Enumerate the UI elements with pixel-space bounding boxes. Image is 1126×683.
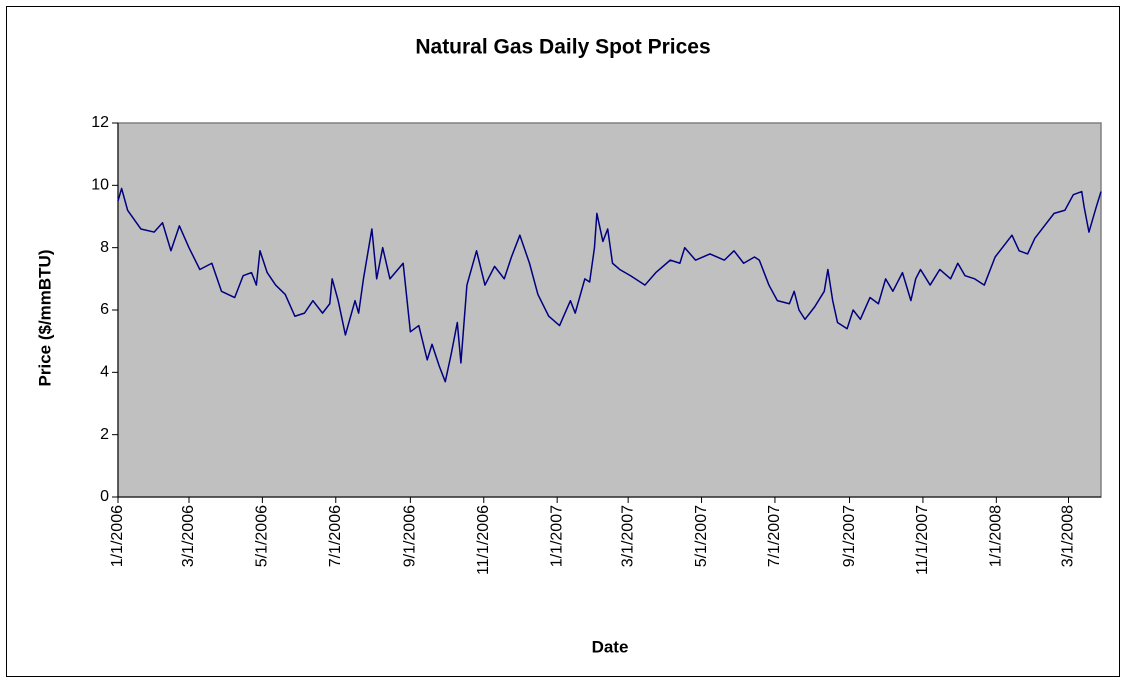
x-tick-label: 1/1/2008 — [988, 505, 1005, 567]
y-tick-label: 10 — [91, 177, 109, 194]
x-tick-label: 7/1/2007 — [766, 505, 783, 567]
y-tick-label: 0 — [100, 488, 109, 505]
x-tick-label: 7/1/2006 — [327, 505, 344, 567]
x-tick-label: 3/1/2008 — [1060, 505, 1077, 567]
y-tick-label: 6 — [100, 301, 109, 318]
x-tick-label: 1/1/2007 — [548, 505, 565, 567]
x-axis-label: Date — [592, 637, 629, 656]
y-axis-label: Price ($/mmBTU) — [35, 250, 54, 387]
plot-area — [117, 122, 1102, 498]
x-tick-label: 5/1/2006 — [254, 505, 271, 567]
x-tick-label: 11/1/2006 — [475, 505, 492, 575]
y-tick-label: 4 — [100, 364, 109, 381]
y-tick-label: 2 — [100, 426, 109, 443]
x-tick-label: 5/1/2007 — [693, 505, 710, 567]
x-tick-label: 3/1/2006 — [180, 505, 197, 567]
x-tick-label: 9/1/2006 — [402, 505, 419, 567]
x-tick-label: 9/1/2007 — [841, 505, 858, 567]
x-tick-label: 11/1/2007 — [914, 505, 931, 575]
y-tick-label: 12 — [91, 114, 109, 131]
price-line — [117, 187, 1102, 383]
x-tick-label: 1/1/2006 — [109, 505, 126, 567]
y-tick-label: 8 — [100, 239, 109, 256]
x-tick-label: 3/1/2007 — [619, 505, 636, 567]
chart-title: Natural Gas Daily Spot Prices — [415, 36, 710, 59]
